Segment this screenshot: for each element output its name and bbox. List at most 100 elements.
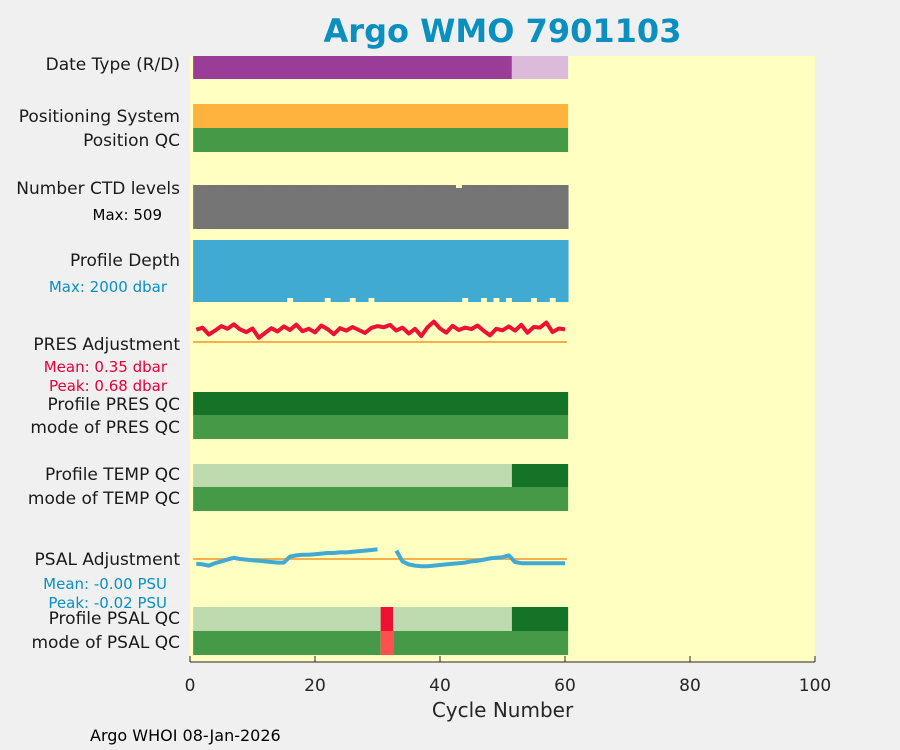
pres-adjustment-line — [195, 319, 566, 340]
positioning-system-segment-0 — [193, 104, 569, 128]
profile-pres-qc-segment-0 — [193, 392, 569, 415]
profile-depth-bar — [293, 240, 300, 302]
profile-depth-bar — [243, 240, 250, 302]
profile-psal-qc-segment-3 — [511, 607, 569, 631]
ctd-levels-bar — [361, 185, 369, 229]
ctd-levels-bar — [243, 185, 250, 229]
profile-psal-qc-segment-1 — [380, 607, 394, 631]
profile-depth-bar — [543, 240, 550, 302]
profile-depth-bar — [286, 240, 294, 298]
ctd-levels-bar — [399, 185, 407, 229]
profile-depth-bar — [268, 240, 275, 302]
profile-psal-qc-label: Profile PSAL QC — [49, 609, 180, 629]
ctd-levels-bar — [274, 185, 282, 229]
ctd-levels-bar — [280, 185, 288, 229]
pres-adj-label: PRES Adjustment — [33, 335, 180, 355]
ctd-levels-bar — [468, 185, 475, 229]
profile-depth-bar — [343, 240, 350, 302]
ctd-levels-bar — [536, 185, 544, 229]
ctd-levels-bar — [324, 185, 332, 229]
status-bars — [193, 56, 569, 655]
profile-depth-bar — [318, 240, 325, 302]
profile-depth-bar — [555, 240, 563, 302]
profile-depth-bar — [461, 240, 469, 298]
ctd-levels-bar — [224, 185, 232, 229]
ctd-levels-bar — [249, 185, 257, 229]
profile-depth-bar — [536, 240, 544, 302]
profile-depth-bar — [349, 240, 357, 298]
x-tick-label: 80 — [679, 676, 701, 696]
ctd-levels-bar — [349, 185, 357, 229]
plot-background — [190, 56, 815, 662]
positioning-system-label: Positioning System — [19, 107, 180, 127]
profile-depth-bar — [418, 240, 425, 302]
profile-depth-bar — [480, 240, 488, 298]
ctd-levels-bar — [374, 185, 382, 229]
ctd-levels-bar — [461, 185, 469, 229]
ctd-levels-bar — [343, 185, 350, 229]
ctd-levels-bar — [449, 185, 457, 229]
ctd-levels-bar — [261, 185, 269, 229]
psal-adj-note-1: Peak: -0.02 PSU — [48, 594, 167, 612]
profile-depth-bar — [455, 240, 463, 302]
profile-depth-bar — [505, 240, 513, 298]
profile-depth-bar — [549, 240, 557, 298]
profile-depth-bar — [199, 240, 207, 302]
ctd-levels-bar — [455, 188, 463, 229]
ctd-levels-bar — [386, 185, 394, 229]
profile-depth-bar — [474, 240, 482, 302]
x-axis-label: Cycle Number — [431, 698, 574, 722]
profile-depth-note-0: Max: 2000 dbar — [49, 278, 168, 296]
ctd-levels-bar — [543, 185, 550, 229]
ctd-levels-label: Number CTD levels — [16, 179, 180, 199]
profile-depth-bar — [499, 240, 507, 302]
mode-psal-qc-segment-0 — [193, 631, 381, 655]
chart-title: Argo WMO 7901103 — [323, 12, 682, 50]
profile-depth-bar — [386, 240, 394, 302]
ctd-levels-bar — [193, 185, 200, 229]
adjustment-lines — [193, 319, 567, 569]
ctd-levels-bar — [524, 185, 532, 229]
ctd-levels-bar — [318, 185, 325, 229]
profile-depth-bar — [524, 240, 532, 302]
psal-adj-note-0: Mean: -0.00 PSU — [43, 575, 167, 593]
ctd-levels-bar — [530, 185, 538, 229]
profile-depth-bar — [261, 240, 269, 302]
ctd-levels-bar — [486, 185, 494, 229]
profile-depth-bar — [430, 240, 438, 302]
ctd-levels-bar — [355, 185, 363, 229]
profile-depth-bar — [380, 240, 388, 302]
ctd-levels-bar — [443, 185, 450, 229]
profile-psal-qc-segment-2 — [393, 607, 512, 631]
profile-depth-bar — [443, 240, 450, 302]
profile-depth-bar — [255, 240, 263, 302]
profile-pres-qc-label: Profile PRES QC — [47, 395, 180, 415]
profile-depth-bar — [280, 240, 288, 302]
psal-adjustment-line — [196, 547, 565, 569]
x-tick-label: 0 — [185, 676, 196, 696]
ctd-levels-bar — [255, 185, 263, 229]
ctd-levels-bar — [199, 185, 207, 229]
profile-depth-bar — [305, 240, 313, 302]
ctd-levels-bar — [218, 185, 225, 229]
ctd-levels-bar — [299, 185, 307, 229]
profile-depth-bar — [330, 240, 338, 302]
profile-depth-bar — [299, 240, 307, 302]
ctd-levels-bar — [511, 185, 519, 229]
profile-depth-bar — [249, 240, 257, 302]
footer-credit: Argo WHOI 08-Jan-2026 — [90, 726, 281, 745]
mode-psal-qc-label: mode of PSAL QC — [31, 633, 180, 653]
position-qc-segment-0 — [193, 128, 569, 152]
date-type-label: Date Type (R/D) — [46, 55, 180, 75]
pres-adj-note-0: Mean: 0.35 dbar — [44, 358, 168, 376]
profile-depth-bar — [355, 240, 363, 302]
date-type-segment-1 — [511, 56, 569, 79]
profile-depth-bar — [561, 240, 569, 302]
profile-depth-bar — [368, 240, 375, 298]
profile-depth-bar — [393, 240, 400, 302]
profile-depth-bar — [424, 240, 432, 302]
ctd-levels-bar — [305, 185, 313, 229]
profile-depth-bar — [399, 240, 407, 302]
profile-depth-bar — [218, 240, 225, 302]
